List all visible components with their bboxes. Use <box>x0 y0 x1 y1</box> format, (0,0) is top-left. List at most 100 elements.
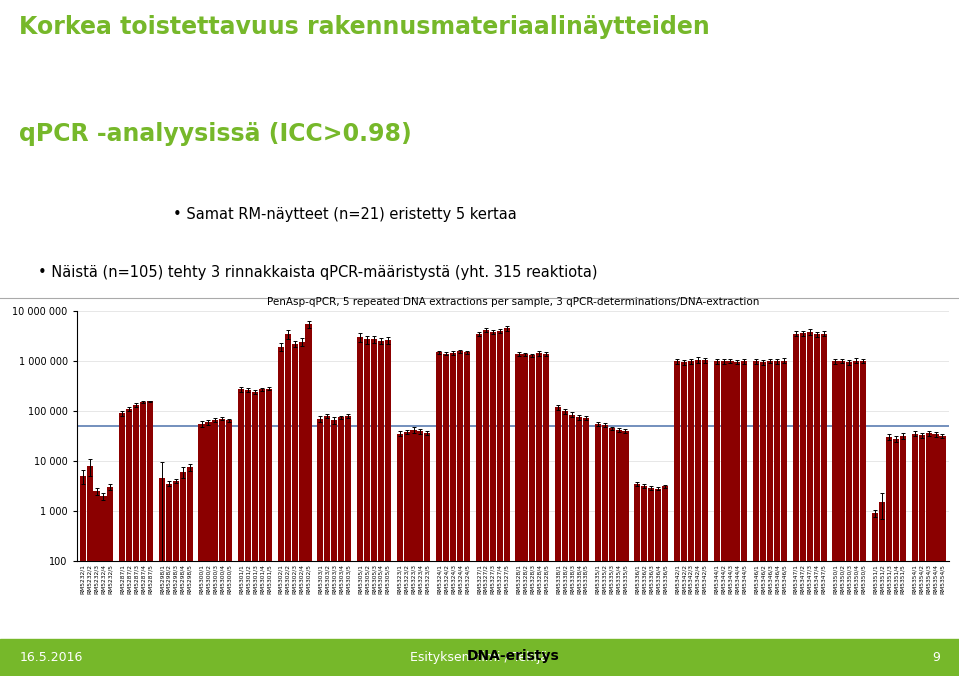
Bar <box>476 334 482 676</box>
Bar <box>642 486 647 676</box>
Bar <box>925 433 931 676</box>
Bar <box>839 361 846 676</box>
Bar <box>363 339 370 676</box>
Bar <box>278 347 284 676</box>
Text: • Samat RM-näytteet (n=21) eristetty 5 kertaa: • Samat RM-näytteet (n=21) eristetty 5 k… <box>173 207 516 222</box>
Bar <box>601 425 608 676</box>
Bar <box>919 435 924 676</box>
Bar <box>900 436 906 676</box>
Bar <box>497 331 503 676</box>
Bar <box>832 361 838 676</box>
Bar <box>616 430 621 676</box>
Bar <box>886 437 892 676</box>
Bar <box>760 362 766 676</box>
Bar <box>339 417 344 676</box>
Bar <box>681 362 687 676</box>
Bar <box>317 418 323 676</box>
Bar <box>912 434 918 676</box>
Bar <box>655 489 662 676</box>
Bar <box>357 337 363 676</box>
Bar <box>932 435 939 676</box>
Bar <box>238 389 245 676</box>
Bar <box>503 329 509 676</box>
Bar <box>523 354 528 676</box>
Bar <box>410 430 416 676</box>
Bar <box>133 406 139 676</box>
Bar <box>371 339 377 676</box>
Bar <box>252 392 258 676</box>
Bar <box>457 352 463 676</box>
Bar <box>205 422 212 676</box>
Bar <box>569 414 575 676</box>
Bar <box>872 513 878 676</box>
Bar <box>893 439 899 676</box>
Bar <box>529 356 535 676</box>
Bar <box>662 487 668 676</box>
Bar <box>702 360 708 676</box>
Bar <box>543 354 550 676</box>
Bar <box>292 344 297 676</box>
Bar <box>80 476 85 676</box>
Bar <box>774 362 780 676</box>
Bar <box>385 340 391 676</box>
Bar <box>741 361 747 676</box>
Bar <box>285 334 291 676</box>
Bar <box>694 360 701 676</box>
Bar <box>306 324 312 676</box>
Bar <box>536 354 543 676</box>
Bar <box>443 354 449 676</box>
Bar <box>562 411 568 676</box>
Bar <box>436 352 442 676</box>
Bar <box>140 402 146 676</box>
Bar <box>846 362 853 676</box>
Bar <box>179 472 186 676</box>
Bar <box>187 467 193 676</box>
Bar <box>417 431 424 676</box>
Bar <box>800 333 806 676</box>
Bar <box>107 487 113 676</box>
Bar <box>720 362 727 676</box>
Bar <box>324 416 331 676</box>
Bar <box>220 418 225 676</box>
Text: • Näistä (n=105) tehty 3 rinnakkaista qPCR-määristystä (yht. 315 reaktiota): • Näistä (n=105) tehty 3 rinnakkaista qP… <box>38 264 597 280</box>
Bar <box>576 417 582 676</box>
Bar <box>159 479 165 676</box>
Bar <box>793 334 799 676</box>
Text: Esityksen nimi / Tekijä: Esityksen nimi / Tekijä <box>410 651 549 664</box>
Bar <box>93 491 100 676</box>
Text: qPCR -analyysissä (ICC>0.98): qPCR -analyysissä (ICC>0.98) <box>19 122 412 146</box>
Bar <box>298 342 305 676</box>
Bar <box>648 488 654 676</box>
Bar <box>147 402 153 676</box>
Bar <box>345 416 351 676</box>
Bar <box>101 496 106 676</box>
Bar <box>199 424 204 676</box>
Bar <box>713 361 719 676</box>
Bar <box>266 389 272 676</box>
Bar <box>397 434 403 676</box>
Bar <box>259 389 265 676</box>
Bar <box>728 361 734 676</box>
Bar <box>226 420 232 676</box>
Bar <box>482 330 489 676</box>
Bar <box>609 429 615 676</box>
Bar <box>378 341 384 676</box>
Bar <box>490 332 496 676</box>
Bar <box>860 361 866 676</box>
Bar <box>767 361 773 676</box>
Bar <box>119 413 126 676</box>
Bar <box>821 334 827 676</box>
Bar <box>634 484 641 676</box>
Title: PenAsp-qPCR, 5 repeated DNA extractions per sample, 3 qPCR-determinations/DNA-ex: PenAsp-qPCR, 5 repeated DNA extractions … <box>267 297 760 308</box>
Bar <box>813 335 820 676</box>
Bar <box>879 502 885 676</box>
Bar <box>583 418 589 676</box>
X-axis label: DNA-eristys: DNA-eristys <box>467 650 559 663</box>
Bar <box>595 424 600 676</box>
Bar <box>622 431 628 676</box>
Bar <box>173 481 178 676</box>
Bar <box>127 409 132 676</box>
Bar <box>246 390 251 676</box>
Text: Korkea toistettavuus rakennusmateriaalinäytteiden: Korkea toistettavuus rakennusmateriaalin… <box>19 16 710 39</box>
Bar <box>940 436 946 676</box>
